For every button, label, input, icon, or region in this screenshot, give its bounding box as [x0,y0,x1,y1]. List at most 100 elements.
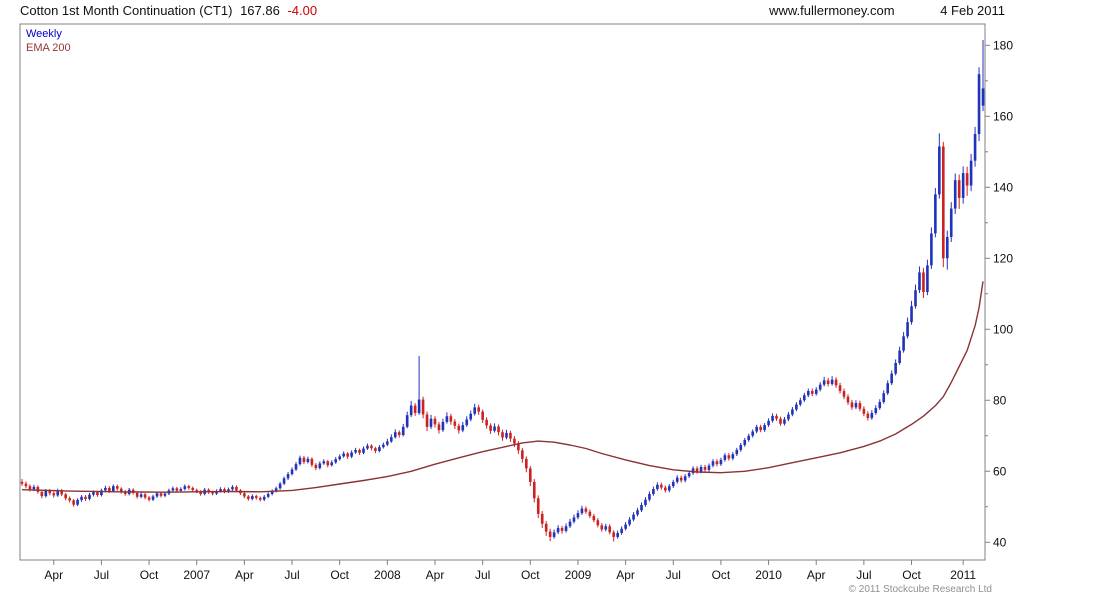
candle-body [413,405,417,414]
candle-body [628,519,631,525]
candle-body [536,498,540,514]
candle-body [76,500,79,505]
candle-body [882,393,886,403]
x-axis-label: Jul [94,568,109,582]
candle-body [584,508,588,512]
candle-body [644,499,647,505]
candle-body [656,484,659,490]
candle-body [163,493,167,496]
candle-body [429,418,433,427]
candle-body [918,272,921,291]
y-axis-label: 60 [993,464,1007,478]
candle-body [254,496,258,498]
candle-body [36,486,40,492]
candle-body [949,208,953,237]
candle-body [290,469,294,475]
candle-body [961,173,965,198]
candle-body [417,399,421,414]
candle-body [652,489,655,494]
candle-body [914,290,917,307]
candle-body [517,443,520,451]
x-axis-label: Jul [856,568,871,582]
candle-body [386,441,389,445]
candle-body [826,380,830,384]
candle-body [139,494,143,497]
candle-body [509,432,512,439]
candle-body [199,491,202,494]
candle-body [695,468,699,472]
x-axis: Apr Jul Oct 2007 Apr Jul Oct 2008 Apr Jul Oct 2009 A… [44,560,976,582]
candle-body [501,432,504,438]
candle-body [548,531,552,537]
candle-body [88,494,91,499]
candle-body [965,173,969,186]
candle-body [183,486,187,490]
candle-body [521,450,524,459]
header-right: www.fullermoney.com 4 Feb 2011 [727,3,1005,18]
x-axis-label: Jul [666,568,681,582]
candle-body [159,493,163,496]
candle-body [715,461,719,465]
candle-body [251,496,254,499]
candle-body [743,440,747,445]
y-axis-label: 140 [993,180,1013,194]
candle-body [544,523,548,532]
candle-body [612,532,616,537]
candle-body [600,525,604,530]
candle-body [350,452,353,457]
candle-body [779,418,782,424]
x-axis-label: Oct [902,568,921,582]
candle-body [334,459,338,463]
candle-body [616,533,619,537]
candle-body [306,458,310,463]
candle-body [934,194,937,234]
candle-body [564,526,568,531]
x-axis-label: 2010 [755,568,782,582]
candle-body [771,415,774,421]
candle-body [465,419,469,426]
candle-body [374,448,377,452]
candle-body [814,389,818,394]
candle-body [147,497,151,500]
candle-body [278,483,282,489]
candle-body [445,416,449,422]
candle-body [393,432,397,438]
candle-body [528,468,532,482]
candle-body [858,403,862,409]
candle-body [938,146,941,195]
candle-body [68,498,71,501]
candle-body [803,395,806,401]
candle-body [926,265,929,292]
candle-body [945,236,949,259]
candle-body [401,426,405,436]
y-axis-label: 120 [993,251,1013,265]
candle-body [838,385,842,392]
candle-body [886,383,890,394]
candle-body [44,490,48,497]
candle-body [806,391,810,396]
candle-body [683,476,687,481]
candle-body [441,421,445,431]
candle-body [223,489,226,492]
candle-body [56,490,60,496]
candle-body [135,492,139,497]
candle-body [151,496,155,500]
candle-body [862,408,866,414]
x-axis-label: Apr [807,568,826,582]
candle-body [513,438,516,444]
candle-body [310,458,314,465]
candle-body [552,532,556,537]
x-axis-label: Apr [235,568,254,582]
candle-body [143,494,147,498]
candle-body [258,497,262,500]
candle-body [890,373,893,384]
candle-body [540,513,544,524]
candle-body [298,457,302,465]
candle-body [461,425,465,431]
candle-body [123,491,127,494]
candle-body [957,180,961,198]
candle-body [667,486,671,491]
candle-body [282,478,286,484]
candle-body [231,486,234,490]
candle-body [588,511,592,516]
